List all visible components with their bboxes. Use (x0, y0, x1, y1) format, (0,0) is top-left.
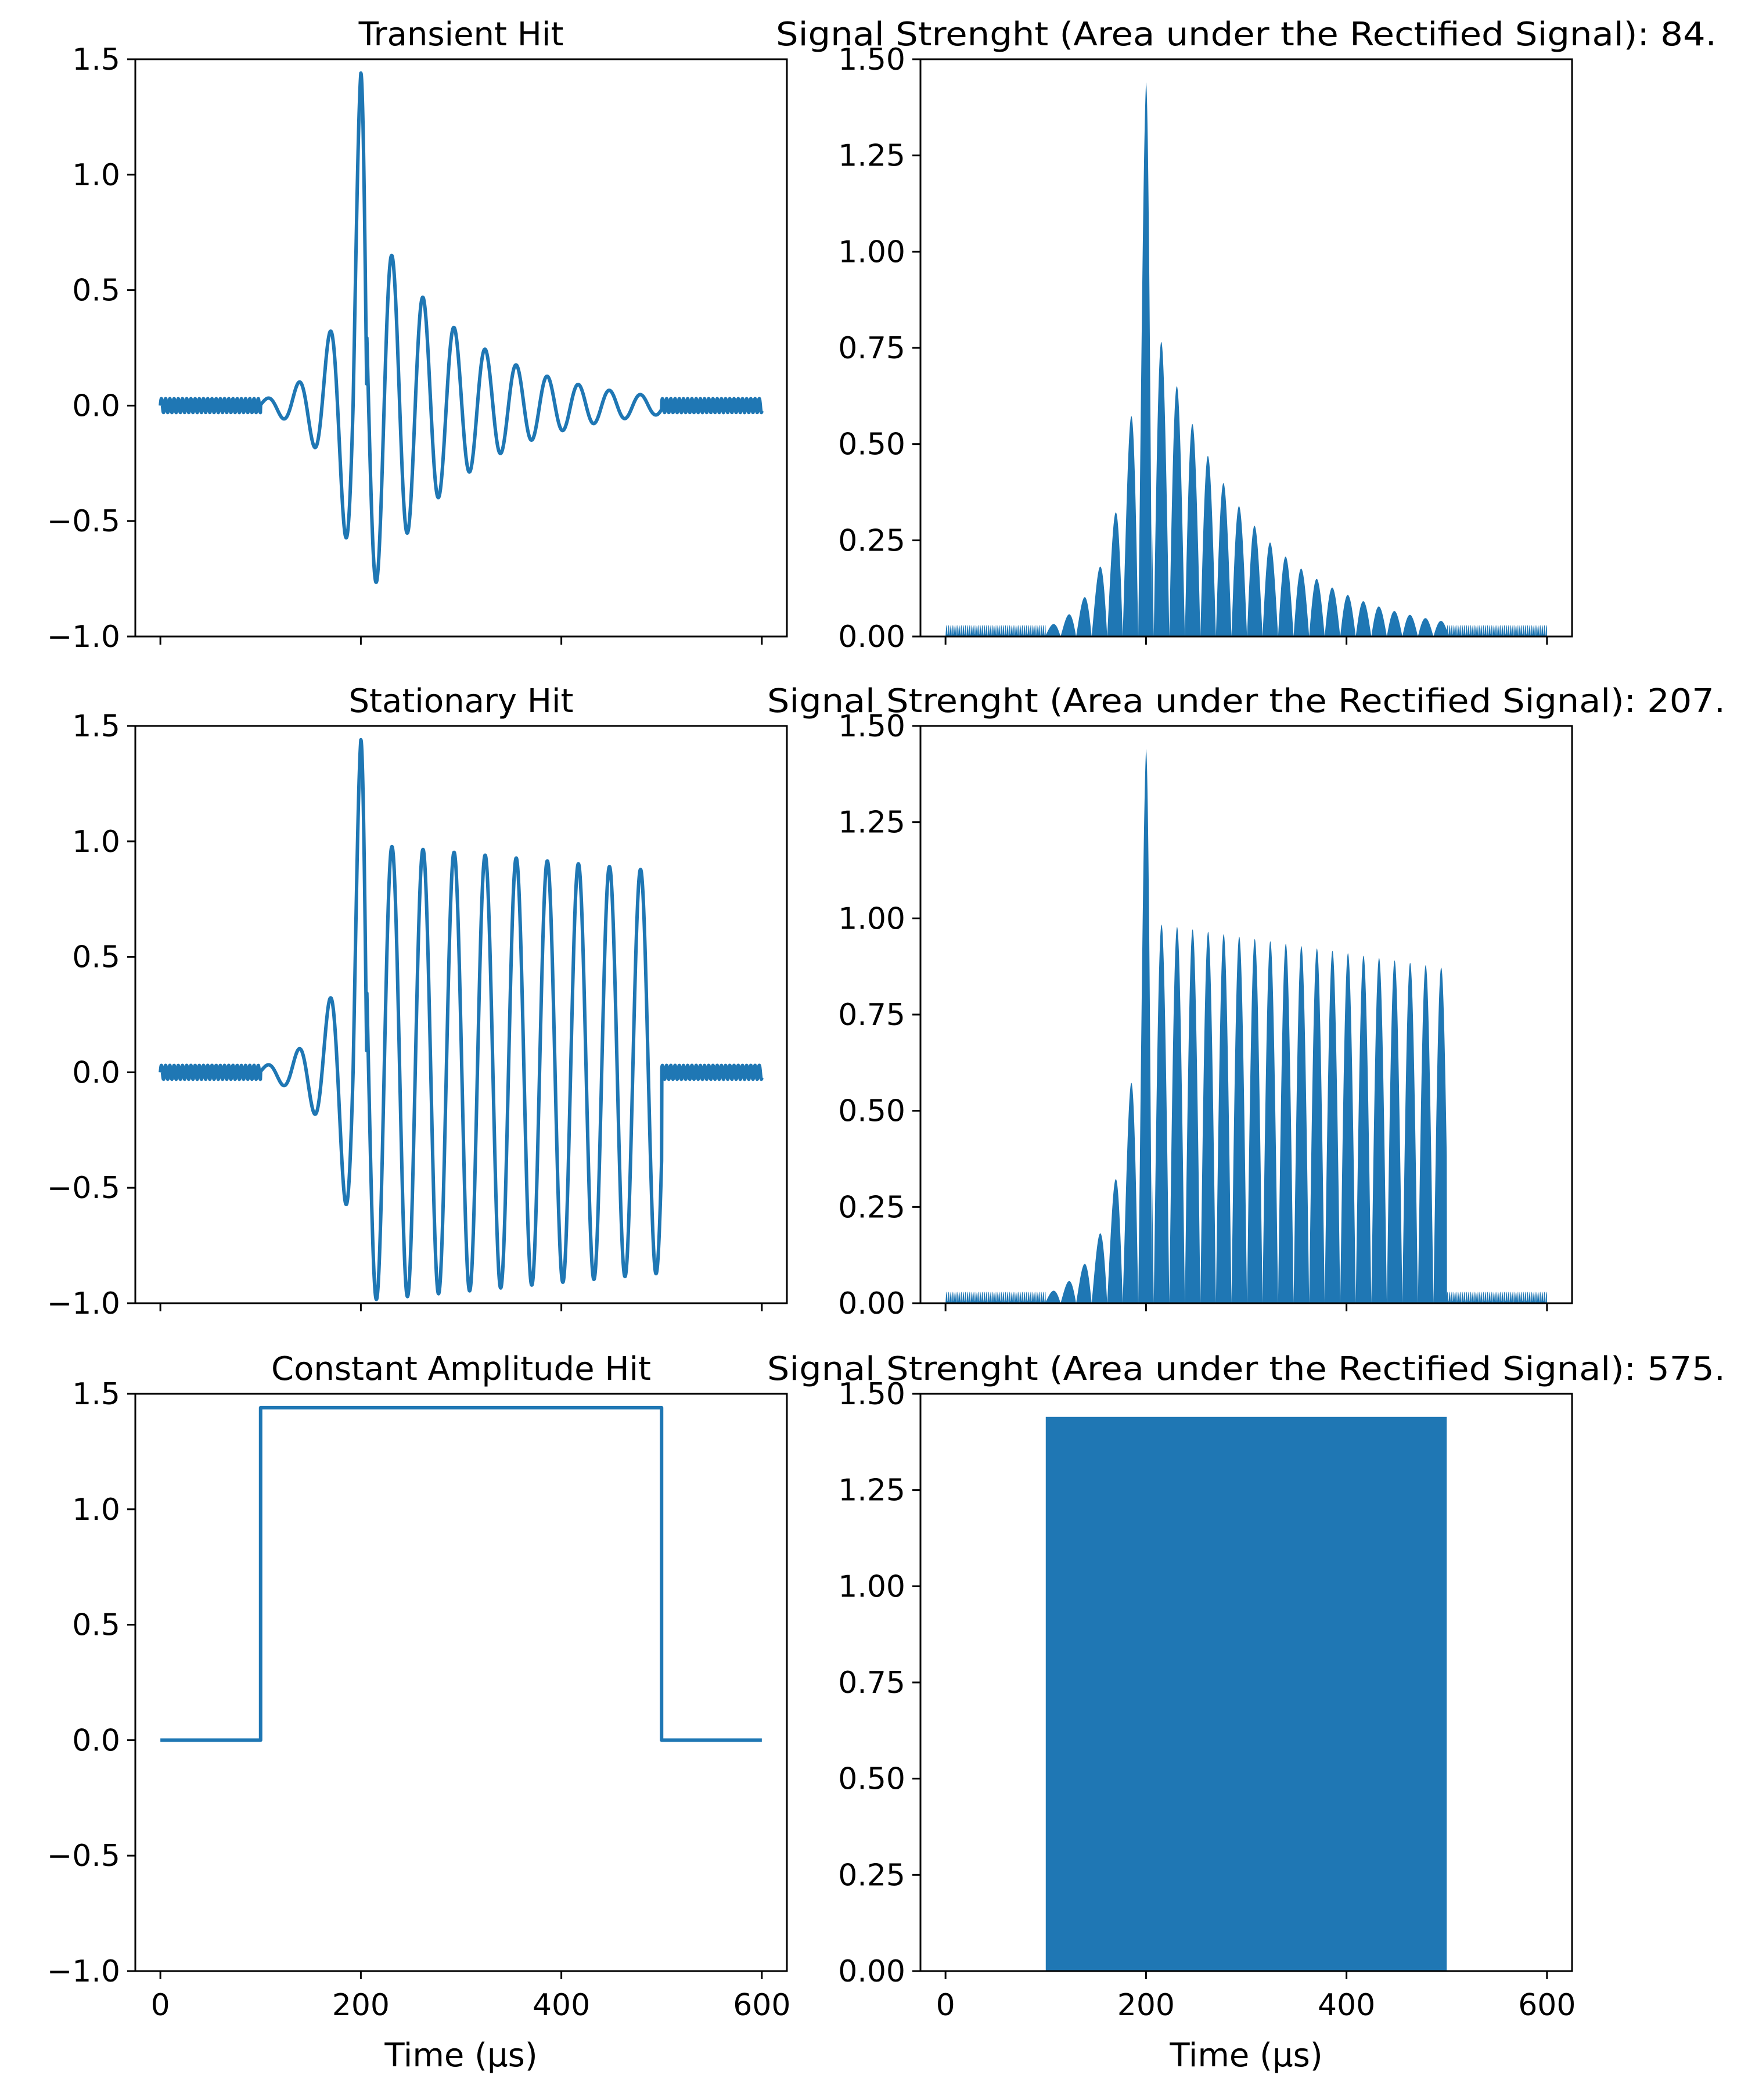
y-tick-label: 0.75 (838, 998, 905, 1033)
panel-title: Signal Strenght (Area under the Rectifie… (776, 16, 1717, 53)
y-tick-label: 0.25 (838, 1858, 905, 1893)
y-tick-label: 0.50 (838, 1094, 905, 1129)
y-tick-label: 0.25 (838, 1190, 905, 1225)
panel-constant-rectified: 0.00 0.25 0.50 0.75 1.00 1.25 1.50 0 200 400 600 Si… (767, 1350, 1725, 2074)
y-tick-label: −1.0 (47, 1286, 120, 1321)
panel-constant-raw: −1.0 −0.5 0.0 0.5 1.0 1.5 0 200 400 600 Constant A… (47, 1350, 791, 2074)
panel-title: Signal Strenght (Area under the Rectifie… (767, 1350, 1725, 1388)
y-tick-label: 0.0 (72, 1055, 120, 1090)
y-tick-label: 1.5 (72, 1377, 120, 1412)
panel-title: Signal Strenght (Area under the Rectifie… (767, 682, 1725, 720)
y-tick-label: 0.5 (72, 940, 120, 975)
y-tick-label: 0.0 (72, 1723, 120, 1758)
x-tick-label: 0 (936, 1988, 955, 2023)
panel-title: Constant Amplitude Hit (271, 1350, 651, 1388)
y-tick-label: 1.50 (838, 42, 905, 77)
panel-stationary-raw: −1.0 −0.5 0.0 0.5 1.0 1.5 Stationary Hit (47, 682, 788, 1321)
x-tick-label: 400 (533, 1988, 590, 2023)
y-tick-label: 0.50 (838, 427, 905, 462)
axes-frame (134, 725, 788, 1304)
y-tick-label: 1.50 (838, 709, 905, 744)
panel-transient-raw: −1.0 −0.5 0.0 0.5 1.0 1.5 Transient Hit (47, 16, 788, 655)
y-tick-label: 1.00 (838, 901, 905, 936)
panel-title: Stationary Hit (349, 682, 574, 720)
y-tick-label: 0.75 (838, 331, 905, 366)
axes-frame (134, 58, 788, 638)
y-tick-label: 1.50 (838, 1377, 905, 1412)
y-tick-label: 0.00 (838, 1286, 905, 1321)
rectified-signal-area (1045, 1416, 1447, 1971)
x-tick-label: 0 (151, 1988, 170, 2023)
rectified-signal-area (945, 749, 1547, 1303)
x-axis-label: Time (μs) (384, 2037, 537, 2074)
y-tick-label: 1.00 (838, 1569, 905, 1604)
y-tick-label: 0.25 (838, 523, 905, 558)
signal-line (159, 738, 764, 1301)
y-tick-label: 0.00 (838, 1954, 905, 1989)
y-tick-label: 1.25 (838, 139, 905, 174)
y-tick-label: 1.0 (72, 825, 120, 860)
y-tick-label: 1.5 (72, 709, 120, 744)
x-tick-label: 200 (1117, 1988, 1175, 2023)
x-tick-label: 400 (1318, 1988, 1375, 2023)
y-tick-label: 0.50 (838, 1762, 905, 1797)
y-tick-label: 0.0 (72, 389, 120, 423)
signal-line (159, 71, 764, 584)
x-tick-label: 600 (1518, 1988, 1576, 2023)
y-tick-label: 0.00 (838, 620, 905, 655)
signal-line (160, 1405, 762, 1742)
y-tick-label: 1.00 (838, 235, 905, 269)
y-tick-label: 1.5 (72, 42, 120, 77)
axes-frame (134, 1393, 788, 1972)
y-tick-label: −1.0 (47, 620, 120, 655)
y-tick-label: 1.0 (72, 1493, 120, 1527)
x-axis-label: Time (μs) (1169, 2037, 1322, 2074)
y-tick-label: 0.75 (838, 1666, 905, 1700)
x-tick-label: 200 (332, 1988, 390, 2023)
y-tick-label: 0.5 (72, 1608, 120, 1643)
panel-title: Transient Hit (358, 16, 564, 53)
y-tick-label: −0.5 (47, 1839, 120, 1874)
y-tick-label: 1.0 (72, 158, 120, 193)
x-tick-label: 600 (733, 1988, 790, 2023)
y-tick-label: −1.0 (47, 1954, 120, 1989)
y-tick-label: 1.25 (838, 1473, 905, 1508)
y-tick-label: −0.5 (47, 1171, 120, 1206)
y-tick-label: −0.5 (47, 504, 120, 539)
y-tick-label: 0.5 (72, 274, 120, 308)
y-tick-label: 1.25 (838, 806, 905, 840)
